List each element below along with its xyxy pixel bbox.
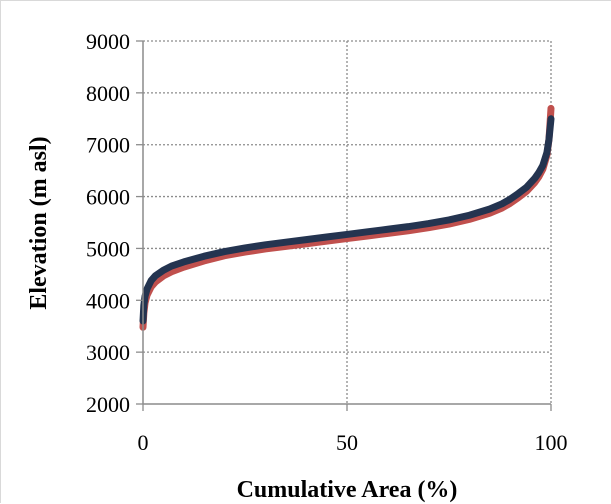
y-tick-label: 2000 [86, 392, 130, 417]
y-tick-label: 7000 [86, 133, 130, 158]
y-tick-label: 5000 [86, 236, 130, 261]
gridlines [143, 40, 552, 404]
x-axis-title: Cumulative Area (%) [237, 477, 458, 503]
x-tick-label: 50 [336, 430, 358, 455]
x-tick-label: 0 [138, 430, 149, 455]
y-tick-label: 8000 [86, 81, 130, 106]
series-lines [139, 104, 555, 331]
y-tick-label: 3000 [86, 340, 130, 365]
series-line-2 [139, 115, 555, 325]
y-tick-label: 4000 [86, 288, 130, 313]
y-tick-label: 6000 [86, 185, 130, 210]
x-tick-label: 100 [535, 430, 568, 455]
y-axis-title: Elevation (m asl) [26, 136, 52, 309]
axes [136, 40, 552, 411]
y-tick-label: 9000 [86, 29, 130, 54]
tick-labels: 2000 3000 4000 5000 6000 7000 8000 9000 0 50 100 [86, 29, 568, 455]
